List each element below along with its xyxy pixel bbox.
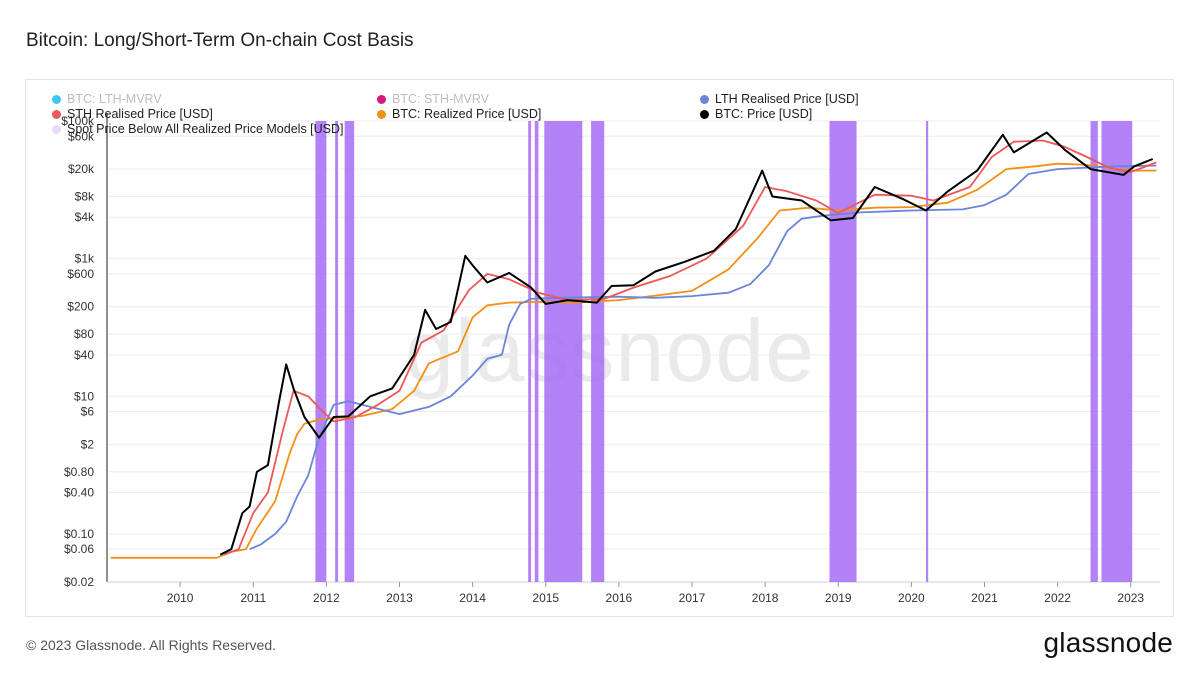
series-line-btc-realized-price-usd: [110, 162, 1157, 559]
spot-below-models-band: [344, 121, 355, 582]
series-line-lth-realised-price-usd: [249, 164, 1157, 551]
x-tick-label: 2019: [825, 591, 852, 605]
legend-dot-icon: [377, 94, 386, 104]
x-tick-label: 2017: [679, 591, 706, 605]
copyright-footer: © 2023 Glassnode. All Rights Reserved.: [26, 637, 277, 653]
x-tick-label: 2014: [459, 591, 486, 605]
y-tick-label: $60k: [68, 129, 95, 143]
y-tick-label: $0.02: [64, 575, 94, 589]
legend-label: BTC: Price [USD]: [715, 107, 813, 121]
legend-dot-icon: [52, 109, 61, 119]
x-tick-label: 2011: [240, 591, 266, 605]
legend-item-lth-mvrv[interactable]: BTC: LTH-MVRV: [52, 92, 162, 106]
y-tick-label: $20k: [68, 162, 95, 176]
legend-dot-icon: [377, 109, 386, 119]
series-line-sth-realised-price-usd: [223, 139, 1157, 556]
y-tick-label: $0.10: [64, 527, 94, 541]
legend-dot-icon: [700, 94, 709, 104]
y-tick-label: $100k: [61, 114, 95, 128]
spot-below-models-band: [528, 121, 532, 582]
y-tick-label: $4k: [75, 210, 95, 224]
legend-item-sth-mvrv[interactable]: BTC: STH-MVRV: [377, 92, 489, 106]
series-line-btc-price-usd: [219, 131, 1154, 556]
x-tick-label: 2021: [971, 591, 998, 605]
y-tick-label: $10: [74, 389, 94, 403]
y-tick-label: $8k: [75, 189, 95, 203]
spot-below-models-band: [591, 121, 605, 582]
chart-title: Bitcoin: Long/Short-Term On-chain Cost B…: [26, 30, 414, 51]
x-tick-label: 2022: [1044, 591, 1071, 605]
y-tick-label: $1k: [75, 252, 95, 266]
legend-dot-icon: [52, 94, 61, 104]
legend-item-spot-below-models[interactable]: Spot Price Below All Realized Price Mode…: [52, 122, 344, 136]
y-tick-label: $0.40: [64, 485, 94, 499]
spot-below-models-band: [544, 121, 583, 582]
y-tick-label: $200: [67, 300, 94, 314]
legend-item-realized-price[interactable]: BTC: Realized Price [USD]: [377, 107, 541, 121]
legend-label: LTH Realised Price [USD]: [715, 92, 859, 106]
legend-item-sth-realised-price[interactable]: STH Realised Price [USD]: [52, 107, 213, 121]
y-tick-label: $0.80: [64, 465, 94, 479]
legend-label: BTC: LTH-MVRV: [67, 92, 162, 106]
y-tick-label: $0.06: [64, 542, 94, 556]
x-tick-label: 2010: [167, 591, 194, 605]
legend-item-btc-price[interactable]: BTC: Price [USD]: [700, 107, 812, 121]
spot-below-models-band: [315, 121, 327, 582]
spot-below-models-band: [829, 121, 857, 582]
y-tick-label: $600: [67, 267, 94, 281]
x-tick-label: 2018: [752, 591, 779, 605]
y-tick-label: $2: [81, 437, 95, 451]
legend-dot-icon: [52, 124, 61, 134]
legend-dot-icon: [700, 109, 709, 119]
x-tick-label: 2012: [313, 591, 340, 605]
x-tick-label: 2013: [386, 591, 413, 605]
legend-item-lth-realised-price[interactable]: LTH Realised Price [USD]: [700, 92, 859, 106]
spot-below-models-band: [926, 121, 929, 582]
legend-label: BTC: Realized Price [USD]: [392, 107, 542, 121]
legend-label: BTC: STH-MVRV: [392, 92, 489, 106]
y-tick-label: $6: [81, 405, 95, 419]
x-tick-label: 2015: [532, 591, 559, 605]
y-tick-label: $40: [74, 348, 94, 362]
y-tick-label: $80: [74, 327, 94, 341]
glassnode-logo[interactable]: glassnode: [1043, 627, 1173, 658]
spot-below-models-band: [335, 121, 339, 582]
x-tick-label: 2020: [898, 591, 925, 605]
legend-label: STH Realised Price [USD]: [67, 107, 213, 121]
spot-below-models-band: [1090, 121, 1098, 582]
x-tick-label: 2016: [606, 591, 633, 605]
spot-below-models-band: [534, 121, 539, 582]
spot-below-models-band: [1101, 121, 1133, 582]
x-tick-label: 2023: [1117, 591, 1144, 605]
legend-label: Spot Price Below All Realized Price Mode…: [67, 122, 344, 136]
